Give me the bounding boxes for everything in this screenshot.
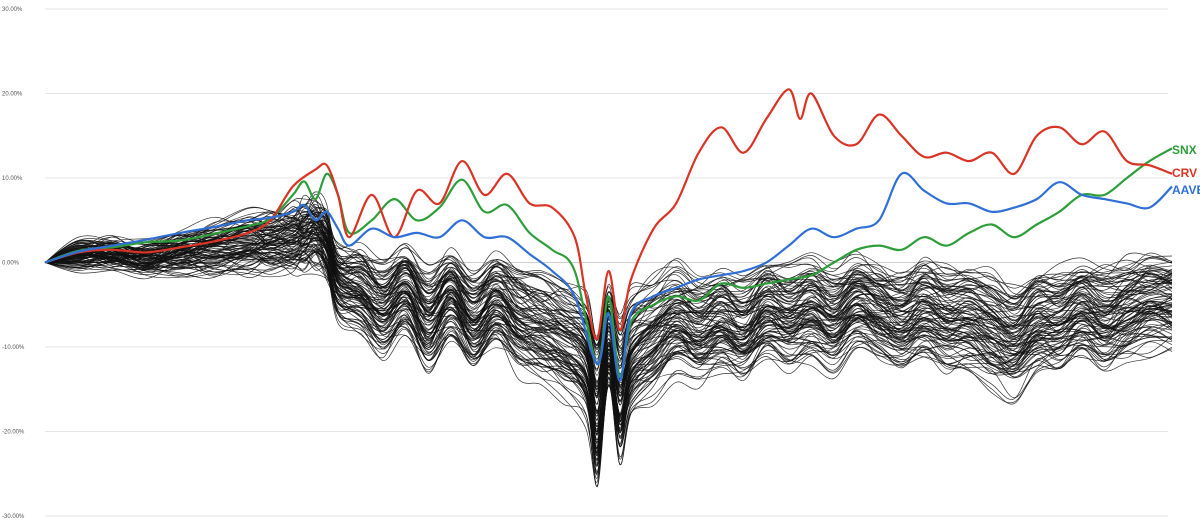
- background-series-line: [44, 227, 1173, 417]
- background-series-line: [44, 215, 1173, 452]
- background-series-line: [44, 231, 1173, 356]
- background-series-line: [44, 197, 1173, 436]
- background-series-line: [44, 250, 1173, 475]
- y-tick-label: 20.00%: [2, 92, 23, 98]
- background-series-lines: [44, 191, 1173, 488]
- y-tick-label: 30.00%: [2, 7, 23, 13]
- y-tick-label: -10.00%: [2, 345, 25, 351]
- background-series-line: [44, 219, 1173, 457]
- y-tick-label: -20.00%: [2, 430, 25, 436]
- background-series-line: [44, 244, 1173, 483]
- background-series-line: [44, 255, 1173, 455]
- series-labels: SNX CRV AAVE: [1172, 143, 1200, 197]
- series-line-crv: [44, 88, 1173, 340]
- background-series-line: [44, 218, 1173, 474]
- y-tick-label: -30.00%: [2, 514, 25, 520]
- y-axis-tick-labels: 30.00% 20.00% 10.00% 0.00% -10.00% -20.00% -30…: [2, 7, 25, 520]
- background-series-line: [44, 244, 1173, 479]
- series-line-snx: [44, 147, 1173, 378]
- series-line-aave: [44, 171, 1173, 382]
- y-tick-label: 10.00%: [2, 176, 23, 182]
- background-series-line: [44, 226, 1173, 450]
- series-label-snx: SNX: [1172, 143, 1197, 157]
- series-label-crv: CRV: [1172, 166, 1197, 180]
- background-series-line: [44, 244, 1173, 476]
- background-series-line: [44, 224, 1173, 456]
- y-tick-label: 0.00%: [2, 261, 20, 267]
- background-series-line: [44, 240, 1173, 449]
- highlighted-series-lines: [44, 88, 1173, 382]
- series-label-aave: AAVE: [1172, 183, 1200, 197]
